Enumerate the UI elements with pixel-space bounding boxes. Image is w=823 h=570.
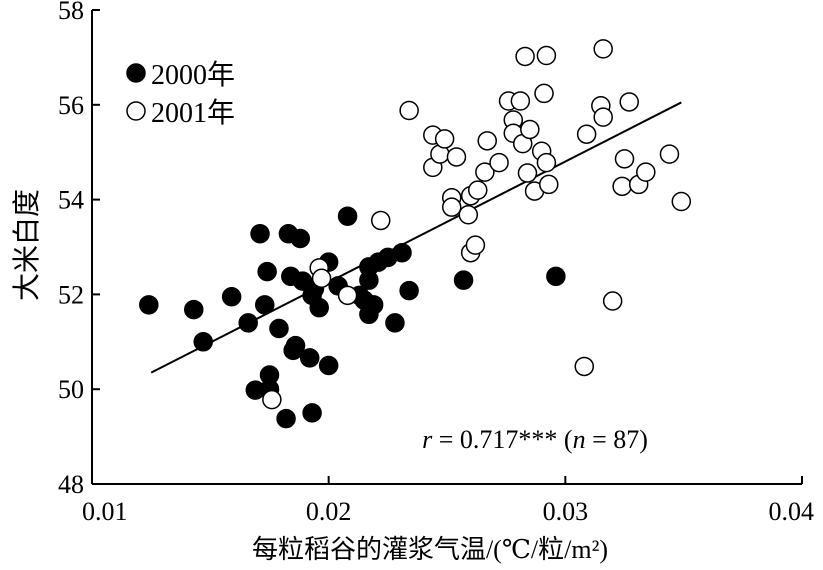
point-2001 — [517, 163, 538, 183]
point-2000 — [193, 332, 213, 352]
point-2001 — [593, 107, 613, 127]
y-tick-label: 56 — [58, 91, 84, 120]
point-2001 — [337, 285, 358, 306]
point-2001 — [619, 92, 639, 112]
x-tick-label: 0.03 — [543, 497, 589, 526]
data-points — [139, 39, 692, 429]
point-2000 — [269, 318, 289, 339]
point-2001 — [659, 144, 680, 164]
point-2001 — [510, 91, 531, 111]
axes — [91, 10, 802, 485]
point-2001 — [434, 129, 455, 149]
point-2001 — [612, 176, 632, 197]
y-tick-label: 58 — [58, 0, 84, 25]
x-tick-labels: 0.01 0.02 0.03 0.04 — [82, 497, 814, 526]
point-2000 — [255, 295, 275, 315]
point-2001 — [636, 162, 656, 182]
point-2001 — [520, 119, 540, 140]
y-tick-label: 52 — [58, 280, 84, 309]
legend: 2000年 2001年 — [126, 59, 235, 129]
point-2001 — [534, 83, 554, 104]
point-2001 — [593, 39, 613, 59]
point-2001 — [399, 100, 419, 121]
point-2001 — [311, 268, 332, 289]
point-2001 — [489, 152, 509, 173]
x-tick-label: 0.04 — [769, 497, 815, 526]
point-2001 — [536, 45, 557, 66]
y-tick-labels: 48 50 52 54 56 58 — [58, 0, 84, 499]
point-2001 — [441, 197, 462, 217]
point-2000 — [453, 270, 474, 290]
point-2000 — [546, 266, 566, 287]
point-2000 — [139, 295, 159, 315]
point-2001 — [477, 131, 497, 151]
point-2000 — [363, 295, 384, 315]
point-2000 — [399, 280, 419, 301]
point-2000 — [238, 313, 258, 333]
point-2000 — [250, 223, 270, 244]
point-2000 — [302, 403, 322, 423]
point-2000 — [221, 287, 242, 307]
regression-line — [150, 101, 682, 374]
point-2001 — [475, 162, 495, 182]
point-2001 — [465, 235, 486, 255]
x-axis-label: 每粒稻谷的灌浆气温/(℃/粒/m²) — [252, 535, 608, 564]
point-2000 — [337, 206, 358, 226]
point-2000 — [385, 313, 405, 333]
y-tick-label: 48 — [58, 470, 84, 499]
point-2000 — [309, 297, 329, 318]
point-2000 — [276, 408, 296, 429]
point-2000 — [285, 335, 306, 356]
point-2001 — [468, 180, 488, 200]
point-2001 — [614, 149, 635, 169]
point-2001 — [539, 174, 559, 195]
n-value: = 87) — [586, 425, 648, 454]
x-ticks — [91, 476, 803, 484]
legend-label-2000: 2000年 — [151, 59, 235, 91]
point-2000 — [259, 365, 280, 385]
point-2001 — [515, 46, 535, 67]
legend-marker-2001 — [126, 101, 146, 121]
point-2001 — [458, 205, 479, 225]
point-2000 — [257, 261, 277, 282]
y-tick-label: 50 — [58, 375, 84, 404]
point-2001 — [576, 124, 597, 144]
y-ticks — [92, 9, 100, 485]
point-2001 — [536, 152, 557, 173]
r-symbol: r — [422, 425, 433, 454]
point-2000 — [318, 355, 339, 376]
point-2000 — [392, 242, 412, 263]
point-2000 — [290, 228, 311, 249]
point-2001 — [574, 356, 595, 377]
x-tick-label: 0.02 — [306, 497, 352, 526]
point-2000 — [184, 299, 204, 320]
legend-label-2001: 2001年 — [151, 97, 235, 129]
point-2001 — [262, 389, 282, 410]
legend-marker-2000 — [126, 63, 146, 83]
point-2001 — [446, 147, 467, 167]
point-2001 — [370, 210, 391, 231]
y-tick-label: 54 — [58, 186, 84, 215]
point-2000 — [299, 348, 320, 368]
point-2001 — [671, 191, 692, 212]
r-value: = 0.717*** ( — [432, 425, 572, 454]
correlation-annotation: r = 0.717*** (n = 87) — [422, 425, 648, 454]
x-tick-label: 0.01 — [82, 497, 128, 526]
n-symbol: n — [573, 425, 586, 454]
point-2001 — [602, 291, 623, 311]
y-axis-label: 大米白度 — [11, 189, 43, 301]
